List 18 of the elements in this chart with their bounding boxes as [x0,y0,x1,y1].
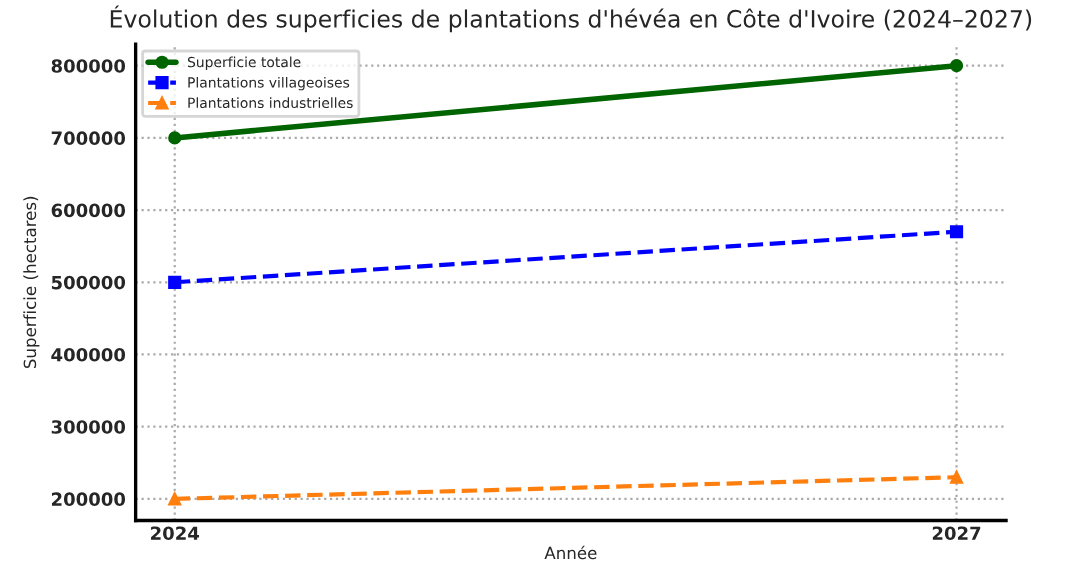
point [949,59,964,73]
point [949,470,964,484]
y-tick-label: 800000 [51,59,126,73]
y-tick-label: 700000 [51,131,126,146]
y-tick-label: 300000 [51,420,126,434]
y-tick-label: 500000 [51,275,126,290]
chart-title: Évolution des superficies de plantations d'hévéa en Côte d'Ivoire (2024–2027) [110,5,1032,33]
x-tick-label: 2024 [151,526,200,541]
point [168,275,182,289]
y-tick-label: 200000 [51,492,126,506]
y-tick-label: 600000 [51,203,126,218]
y-axis-title: Superficie (hectares) [23,196,40,369]
y-tick-label: 400000 [51,347,126,362]
x-axis-title: Année [544,545,597,560]
point [168,492,182,506]
point [949,225,964,239]
x-tick-label: 2027 [932,526,981,541]
point [168,131,182,145]
